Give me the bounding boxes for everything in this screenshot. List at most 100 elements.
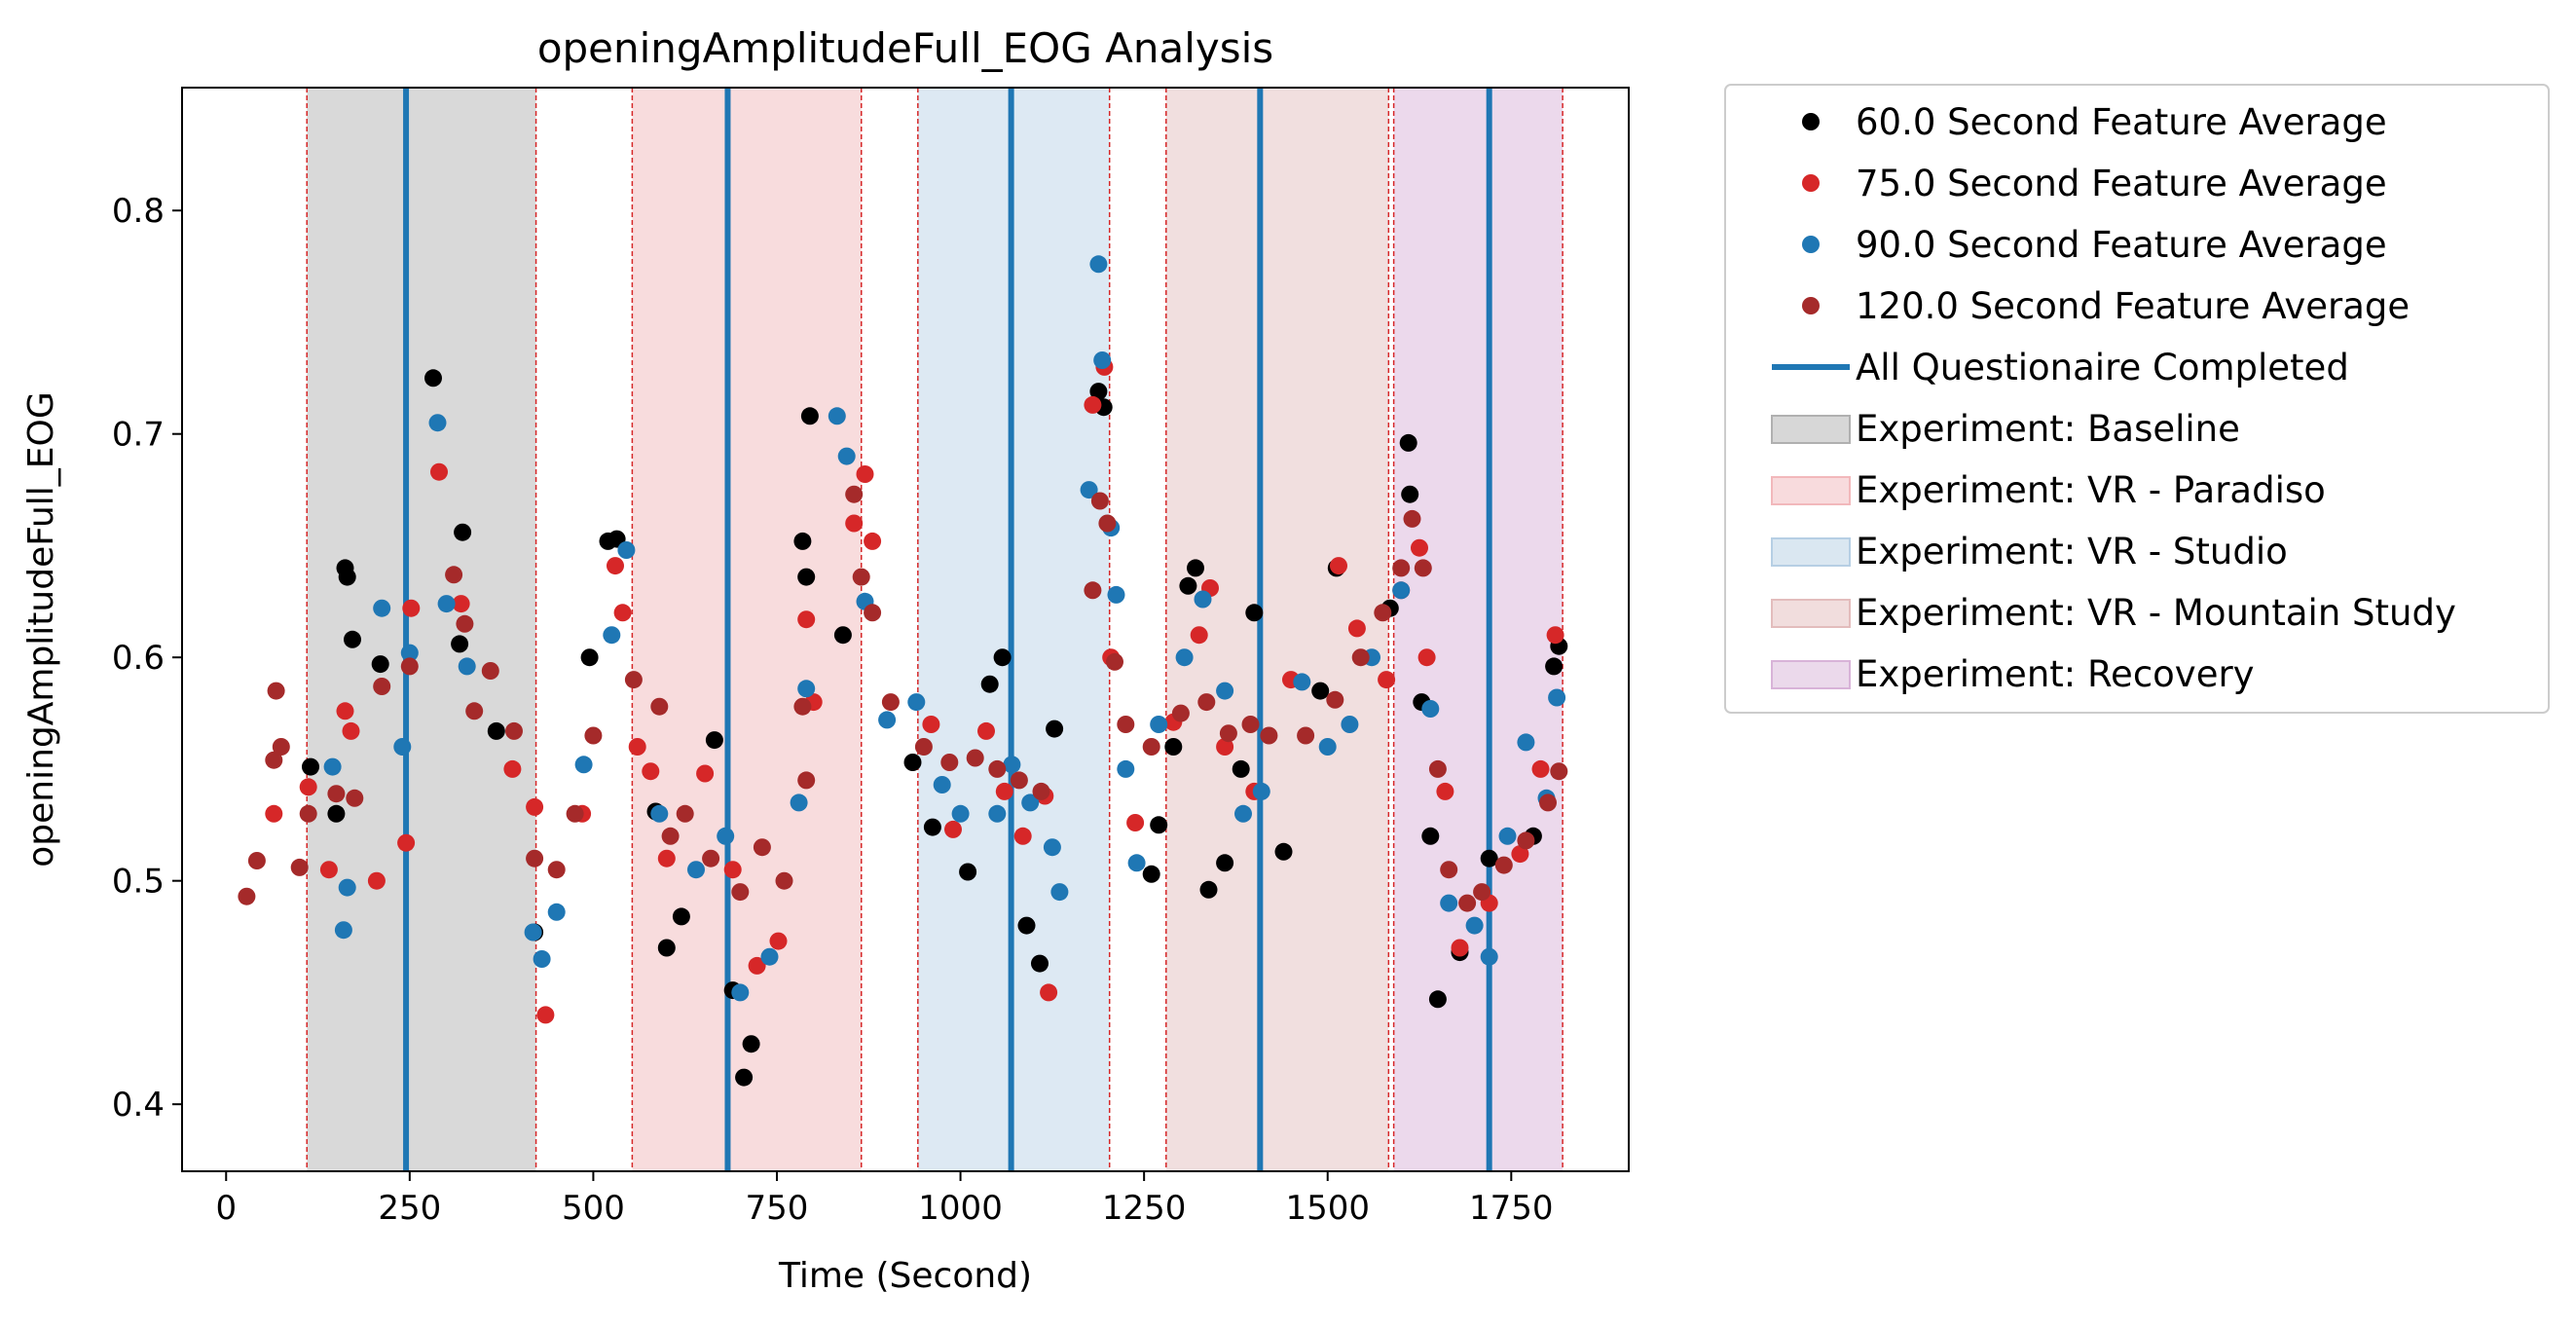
legend-label-4: All Questionaire Completed bbox=[1856, 347, 2349, 388]
data-point-s0-42 bbox=[1232, 759, 1250, 778]
y-tick-label-0: 0.4 bbox=[112, 1086, 165, 1125]
data-point-s1-35 bbox=[1084, 395, 1102, 414]
data-point-s0-52 bbox=[1428, 990, 1447, 1009]
data-point-s2-14 bbox=[617, 541, 636, 559]
data-point-s2-51 bbox=[1392, 581, 1411, 600]
data-point-s0-38 bbox=[1179, 576, 1197, 595]
data-point-s1-3 bbox=[336, 702, 354, 720]
data-point-s2-41 bbox=[1150, 716, 1168, 733]
data-point-s1-12 bbox=[536, 1006, 555, 1024]
data-point-s1-42 bbox=[1216, 738, 1234, 756]
data-point-s0-1 bbox=[327, 804, 346, 823]
data-point-s0-40 bbox=[1199, 880, 1218, 899]
y-axis-ticks: 0.4 0.5 0.6 0.7 0.8 bbox=[112, 192, 182, 1125]
x-axis-ticks: 0 250 500 750 1000 1250 1500 1750 bbox=[215, 1171, 1554, 1228]
data-point-s0-5 bbox=[371, 655, 389, 674]
data-point-s2-8 bbox=[458, 657, 476, 676]
data-point-s3-11 bbox=[445, 566, 463, 584]
data-point-s2-27 bbox=[933, 776, 951, 794]
legend-label-8: Experiment: VR - Mountain Study bbox=[1856, 592, 2456, 634]
data-point-s3-43 bbox=[1106, 652, 1123, 671]
data-point-s3-4 bbox=[272, 738, 290, 756]
data-point-s0-51 bbox=[1421, 827, 1440, 845]
data-point-s3-42 bbox=[1098, 514, 1117, 533]
data-point-s0-33 bbox=[1089, 383, 1108, 401]
data-point-s3-0 bbox=[238, 887, 256, 905]
data-point-s3-62 bbox=[1494, 856, 1513, 874]
data-point-s1-30 bbox=[977, 721, 995, 740]
data-point-s2-56 bbox=[1498, 827, 1517, 845]
data-point-s0-23 bbox=[800, 407, 819, 425]
data-point-s1-8 bbox=[430, 462, 448, 481]
data-point-s2-2 bbox=[338, 878, 356, 897]
data-point-s2-39 bbox=[1117, 759, 1135, 778]
data-point-s1-45 bbox=[1330, 557, 1347, 575]
data-point-s0-39 bbox=[1187, 559, 1204, 577]
data-point-s0-49 bbox=[1401, 485, 1419, 503]
data-point-s0-31 bbox=[1031, 954, 1049, 973]
data-point-s0-24 bbox=[833, 626, 852, 645]
data-point-s2-42 bbox=[1175, 648, 1194, 667]
series-2 bbox=[323, 255, 1566, 1002]
data-point-s3-63 bbox=[1517, 831, 1535, 850]
data-point-s2-13 bbox=[603, 626, 621, 645]
legend-marker-0 bbox=[1802, 113, 1820, 130]
data-point-s2-17 bbox=[717, 827, 735, 845]
data-point-s2-29 bbox=[988, 804, 1007, 823]
data-point-s3-26 bbox=[753, 838, 771, 857]
data-point-s1-54 bbox=[1511, 845, 1529, 864]
data-point-s1-27 bbox=[864, 532, 882, 550]
data-point-s0-43 bbox=[1245, 604, 1264, 622]
data-point-s2-47 bbox=[1293, 673, 1311, 691]
data-point-s3-21 bbox=[650, 697, 669, 716]
data-point-s2-44 bbox=[1216, 682, 1234, 700]
data-point-s2-9 bbox=[524, 923, 542, 941]
data-point-s0-20 bbox=[742, 1035, 760, 1053]
legend-frame bbox=[1724, 84, 2550, 714]
data-point-s2-12 bbox=[574, 756, 593, 774]
data-point-s2-36 bbox=[1093, 351, 1112, 369]
x-tick-label-5: 1250 bbox=[1102, 1189, 1187, 1228]
data-point-s0-21 bbox=[793, 532, 812, 550]
data-point-s0-17 bbox=[705, 731, 723, 750]
data-point-s1-38 bbox=[1126, 814, 1145, 831]
data-point-s1-10 bbox=[503, 759, 522, 778]
x-tick-label-4: 1000 bbox=[918, 1189, 1003, 1228]
data-point-s2-30 bbox=[1003, 756, 1021, 774]
questionnaire-line-layer bbox=[403, 88, 1492, 1171]
legend-label-2: 90.0 Second Feature Average bbox=[1856, 224, 2387, 266]
data-point-s2-54 bbox=[1465, 916, 1484, 935]
data-point-s2-57 bbox=[1517, 733, 1535, 752]
data-point-s0-0 bbox=[302, 757, 319, 776]
data-point-s3-20 bbox=[624, 671, 643, 689]
y-tick-label-3: 0.7 bbox=[112, 416, 165, 455]
data-point-s3-61 bbox=[1473, 883, 1491, 902]
data-point-s3-45 bbox=[1142, 738, 1160, 756]
legend-patch-swatch-8 bbox=[1771, 599, 1851, 628]
data-point-s2-5 bbox=[400, 644, 419, 662]
data-point-s1-56 bbox=[1546, 626, 1564, 645]
data-point-s0-45 bbox=[1311, 682, 1330, 700]
data-point-s3-1 bbox=[247, 852, 266, 869]
data-point-s1-52 bbox=[1451, 939, 1469, 957]
data-point-s2-49 bbox=[1341, 716, 1359, 733]
data-point-s3-47 bbox=[1197, 693, 1216, 712]
data-point-s1-50 bbox=[1417, 648, 1436, 667]
data-point-s1-16 bbox=[628, 738, 646, 756]
data-point-s2-33 bbox=[1050, 883, 1069, 902]
legend-label-3: 120.0 Second Feature Average bbox=[1856, 285, 2410, 327]
data-point-s0-48 bbox=[1399, 433, 1417, 452]
scatter-points-layer bbox=[238, 255, 1568, 1087]
data-point-s0-28 bbox=[980, 675, 999, 693]
legend-patch-swatch-6 bbox=[1771, 476, 1851, 505]
data-point-s1-18 bbox=[657, 849, 676, 868]
data-point-s0-54 bbox=[1480, 849, 1498, 868]
legend-label-0: 60.0 Second Feature Average bbox=[1856, 101, 2387, 143]
data-point-s0-27 bbox=[959, 863, 977, 881]
data-point-s3-16 bbox=[526, 849, 544, 868]
data-point-s2-23 bbox=[837, 447, 856, 465]
y-tick-label-1: 0.5 bbox=[112, 863, 165, 902]
data-point-s2-26 bbox=[907, 693, 926, 712]
legend-items: 60.0 Second Feature Average 75.0 Second F… bbox=[1771, 101, 2456, 695]
